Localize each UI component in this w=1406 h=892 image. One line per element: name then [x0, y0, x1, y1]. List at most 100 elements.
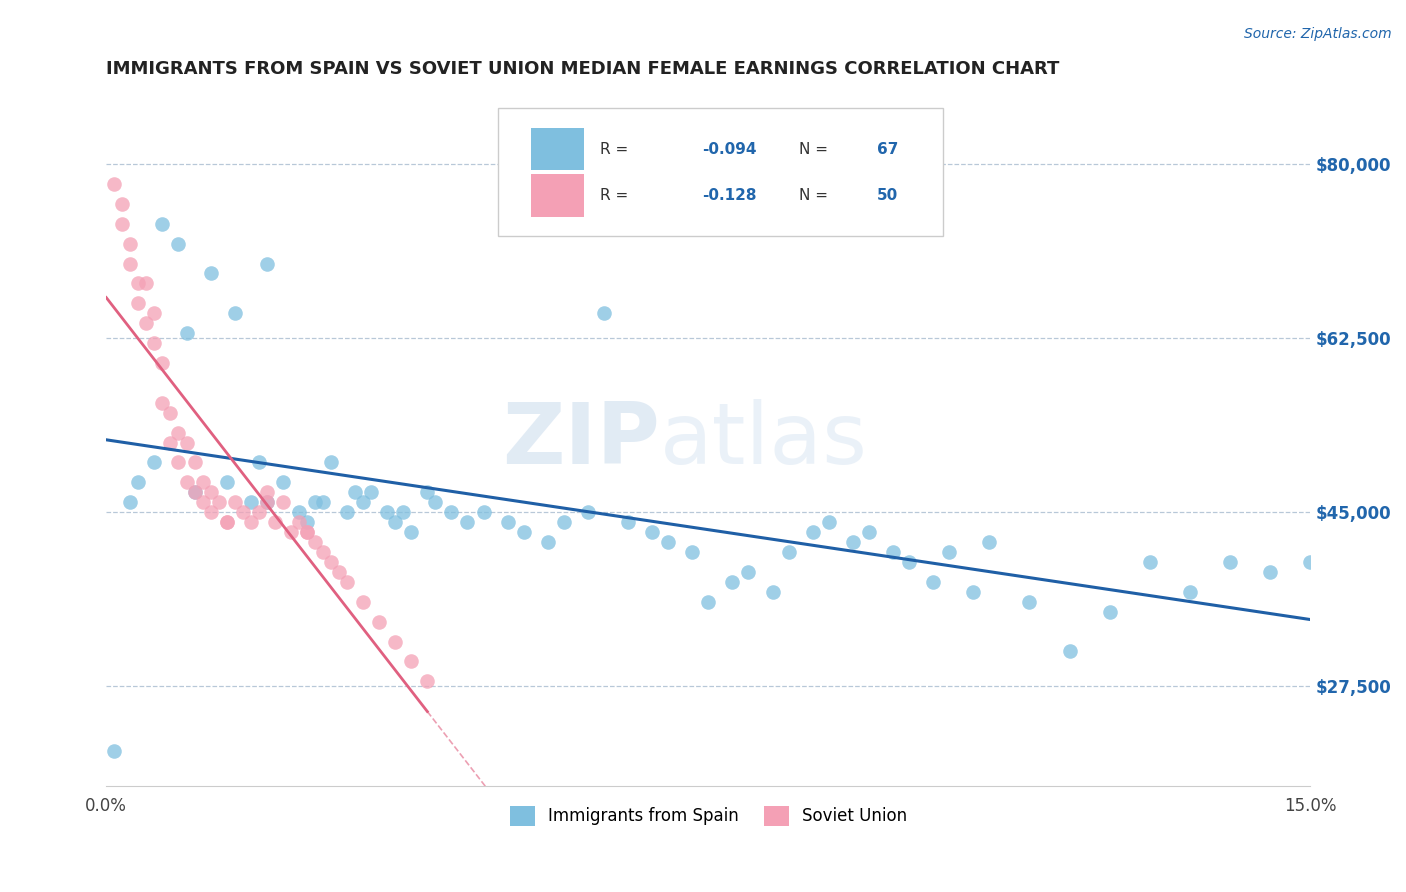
Point — [336, 574, 359, 589]
Point — [576, 505, 599, 519]
Point — [247, 505, 270, 519]
Point — [111, 217, 134, 231]
Point — [401, 655, 423, 669]
Point — [135, 316, 157, 330]
Point — [143, 455, 166, 469]
Point — [183, 485, 205, 500]
Point — [256, 495, 278, 509]
Point — [176, 326, 198, 341]
Point — [200, 485, 222, 500]
Point — [778, 545, 800, 559]
Point — [472, 505, 495, 519]
Point — [200, 267, 222, 281]
Point — [224, 495, 246, 509]
Point — [416, 485, 439, 500]
Point — [263, 515, 285, 529]
Point — [737, 565, 759, 579]
Point — [721, 574, 744, 589]
Point — [312, 495, 335, 509]
Point — [191, 495, 214, 509]
Point — [384, 515, 406, 529]
Point — [288, 505, 311, 519]
Point — [1299, 555, 1322, 569]
Point — [938, 545, 960, 559]
Point — [256, 495, 278, 509]
Point — [1098, 605, 1121, 619]
Text: -0.094: -0.094 — [702, 142, 756, 157]
Text: R =: R = — [600, 188, 628, 202]
Point — [127, 277, 149, 291]
Point — [979, 535, 1001, 549]
Text: -0.128: -0.128 — [702, 188, 756, 202]
Point — [440, 505, 463, 519]
Point — [143, 306, 166, 320]
Point — [368, 615, 391, 629]
Text: N =: N = — [799, 188, 828, 202]
Point — [697, 595, 720, 609]
Point — [159, 435, 181, 450]
Text: atlas: atlas — [661, 399, 868, 482]
Point — [239, 495, 262, 509]
Point — [898, 555, 921, 569]
Point — [801, 525, 824, 540]
Text: 67: 67 — [877, 142, 898, 157]
Point — [191, 475, 214, 490]
Point — [215, 515, 238, 529]
Point — [232, 505, 254, 519]
Point — [1139, 555, 1161, 569]
Point — [681, 545, 703, 559]
Point — [1258, 565, 1281, 579]
Point — [328, 565, 350, 579]
Point — [176, 475, 198, 490]
Point — [167, 236, 190, 251]
Point — [152, 356, 174, 370]
Text: N =: N = — [799, 142, 828, 157]
Text: ZIP: ZIP — [502, 399, 661, 482]
Point — [256, 485, 278, 500]
Point — [593, 306, 616, 320]
Point — [401, 525, 423, 540]
Point — [392, 505, 415, 519]
Point — [761, 584, 783, 599]
Point — [183, 485, 205, 500]
Point — [120, 256, 142, 270]
Point — [288, 515, 311, 529]
Point — [360, 485, 382, 500]
Point — [817, 515, 839, 529]
Point — [922, 574, 945, 589]
Point — [167, 425, 190, 440]
Point — [617, 515, 640, 529]
Point — [1178, 584, 1201, 599]
Point — [224, 306, 246, 320]
Point — [111, 197, 134, 211]
Point — [159, 406, 181, 420]
Point — [103, 744, 125, 758]
Point — [336, 505, 359, 519]
Point — [553, 515, 575, 529]
Point — [304, 535, 326, 549]
Point — [352, 595, 374, 609]
Point — [657, 535, 679, 549]
Point — [271, 495, 294, 509]
Point — [256, 256, 278, 270]
Legend: Immigrants from Spain, Soviet Union: Immigrants from Spain, Soviet Union — [503, 799, 914, 833]
Text: IMMIGRANTS FROM SPAIN VS SOVIET UNION MEDIAN FEMALE EARNINGS CORRELATION CHART: IMMIGRANTS FROM SPAIN VS SOVIET UNION ME… — [107, 60, 1060, 78]
Point — [183, 455, 205, 469]
Point — [319, 555, 342, 569]
Point — [375, 505, 398, 519]
Point — [247, 455, 270, 469]
Point — [207, 495, 229, 509]
Point — [319, 455, 342, 469]
Point — [127, 475, 149, 490]
Point — [456, 515, 478, 529]
Point — [882, 545, 904, 559]
Point — [167, 455, 190, 469]
Point — [537, 535, 560, 549]
Point — [1018, 595, 1040, 609]
Point — [120, 236, 142, 251]
Point — [271, 475, 294, 490]
Point — [103, 177, 125, 191]
Point — [152, 396, 174, 410]
Point — [858, 525, 880, 540]
Point — [641, 525, 664, 540]
